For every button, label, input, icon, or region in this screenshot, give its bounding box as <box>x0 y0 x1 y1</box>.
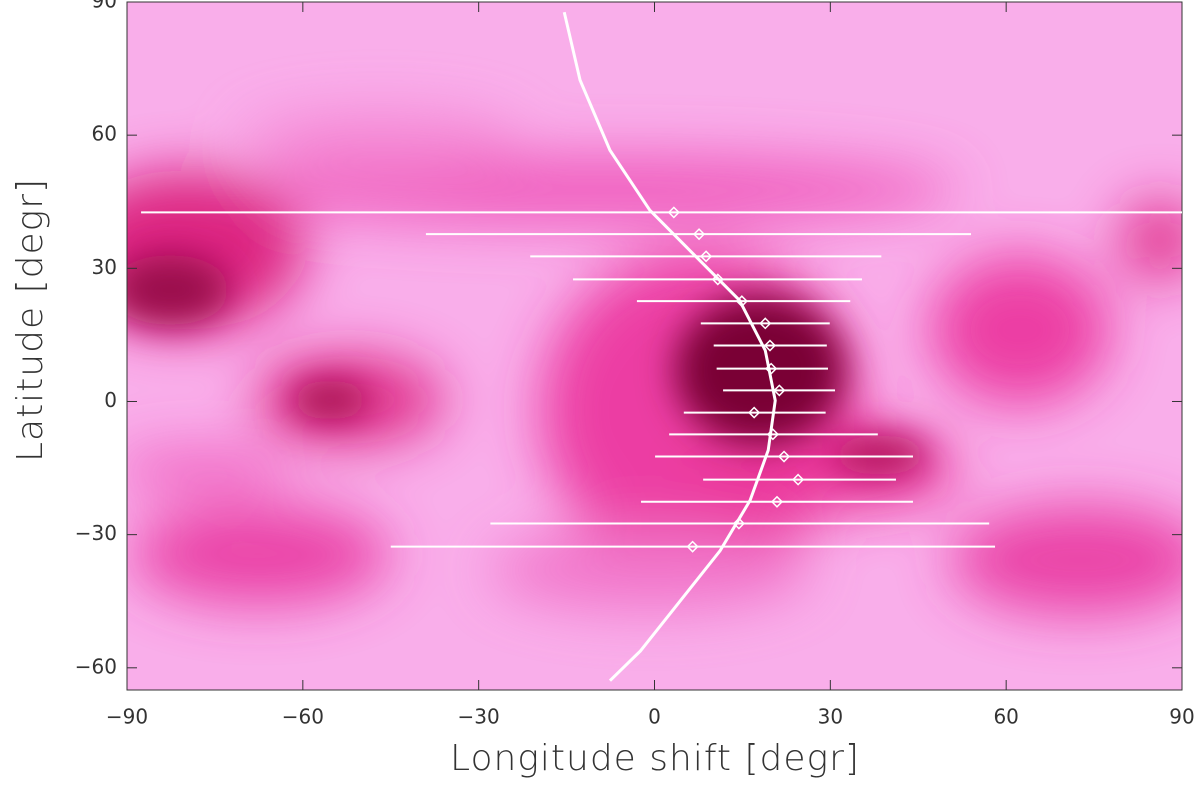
x-tick-label: 0 <box>648 705 661 729</box>
y-tick-label: −30 <box>75 521 117 545</box>
data-point <box>700 250 713 263</box>
x-tick-label: −90 <box>106 705 148 729</box>
y-tick-label: 90 <box>92 0 117 13</box>
data-point <box>763 339 777 352</box>
data-point <box>770 495 784 508</box>
x-axis-label: Longitude shift [degr] <box>450 738 860 779</box>
y-axis-label: Latitude [degr] <box>10 178 51 462</box>
data-point <box>792 473 805 486</box>
data-point <box>777 450 791 463</box>
y-tick-label: −60 <box>75 654 117 678</box>
data-point <box>766 428 779 441</box>
x-tick-label: −60 <box>282 705 324 729</box>
data-point <box>732 517 745 530</box>
x-tick-label: 90 <box>1169 705 1194 729</box>
model-curve <box>562 11 777 682</box>
data-point <box>686 540 699 553</box>
x-tick-label: −30 <box>458 705 500 729</box>
data-point <box>692 228 706 241</box>
contour-map <box>127 2 1182 690</box>
data-point <box>735 295 748 308</box>
y-tick-label: 60 <box>92 122 117 146</box>
data-point <box>711 273 724 286</box>
y-tick-label: 30 <box>92 255 117 279</box>
data-point <box>667 206 680 219</box>
y-tick-label: 0 <box>104 388 117 412</box>
data-point <box>748 406 761 419</box>
x-tick-label: 60 <box>993 705 1018 729</box>
data-point <box>765 362 778 375</box>
data-point <box>759 317 772 330</box>
x-tick-label: 30 <box>818 705 843 729</box>
data-point <box>773 384 786 397</box>
